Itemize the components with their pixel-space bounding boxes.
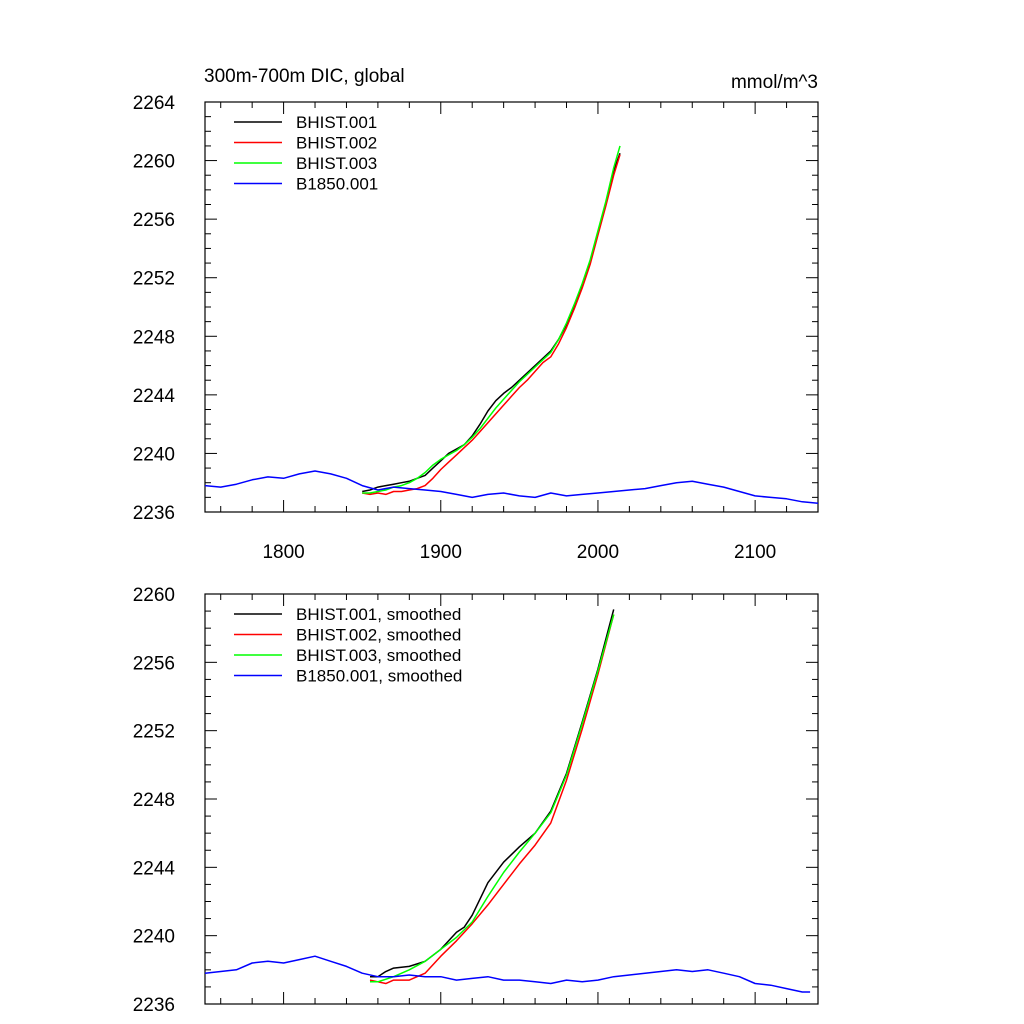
top-panel-units: mmol/m^3 (731, 72, 818, 93)
y-tick-label: 2236 (133, 503, 175, 524)
legend-label-3: BHIST.003 (296, 154, 377, 173)
y-tick-label: 2260 (133, 152, 175, 173)
y-tick-label: 2244 (133, 386, 176, 407)
y-tick-label: 2256 (133, 653, 175, 674)
legend-label-1: BHIST.001, smoothed (296, 605, 461, 624)
y-tick-label: 2264 (133, 93, 176, 114)
y-tick-label: 2240 (133, 444, 175, 465)
top-panel: 300m-700m DIC, global mmol/m^3 2236 2240 2… (133, 66, 819, 563)
legend-label-1: BHIST.001 (296, 113, 377, 132)
y-tick-label: 2240 (133, 927, 175, 948)
y-tick-label: 2244 (133, 858, 176, 879)
y-tick-label: 2248 (133, 790, 175, 811)
series-line-3 (362, 145, 621, 494)
legend-label-4: B1850.001 (296, 175, 378, 194)
x-tick-label: 1900 (420, 542, 462, 563)
y-tick-label: 2252 (133, 269, 175, 290)
bottom-panel: 2236 2240 2244 2248 2252 2256 2260 BHIST.001, s… (133, 585, 819, 1016)
legend-label-2: BHIST.002 (296, 134, 377, 153)
legend-label-3: BHIST.003, smoothed (296, 646, 461, 665)
y-tick-label: 2256 (133, 210, 175, 231)
y-tick-label: 2236 (133, 995, 175, 1016)
y-tick-label: 2252 (133, 722, 175, 743)
series-line-1 (362, 153, 621, 493)
y-tick-label: 2260 (133, 585, 175, 606)
series-line-2 (369, 614, 615, 985)
top-panel-title: 300m-700m DIC, global (204, 66, 405, 87)
series-line-2 (362, 154, 621, 496)
legend-label-4: B1850.001, smoothed (296, 667, 462, 686)
legend-label-2: BHIST.002, smoothed (296, 626, 461, 645)
series-line-3 (370, 614, 615, 983)
x-tick-label: 2000 (577, 542, 619, 563)
series-line-4 (204, 955, 811, 993)
y-tick-label: 2248 (133, 327, 175, 348)
x-tick-label: 1800 (262, 542, 304, 563)
x-tick-label: 2100 (734, 542, 776, 563)
series-line-4 (204, 470, 819, 504)
